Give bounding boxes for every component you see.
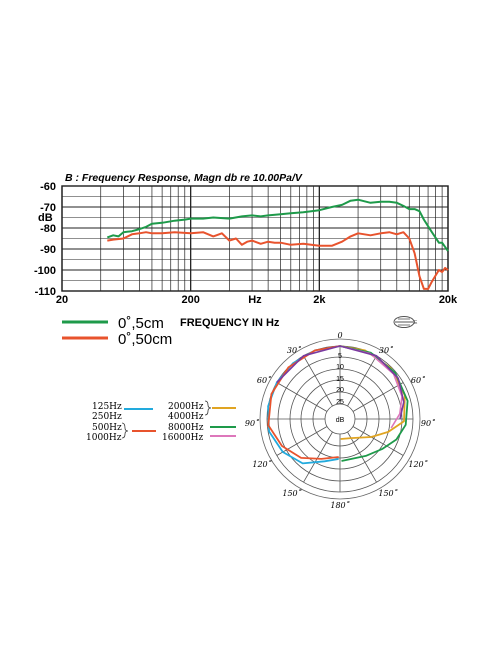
polar-angle-label: 60˚ [257,376,271,385]
legend-250hz: 250Hz [92,412,122,422]
legend-1000hz: 1000Hz [86,433,122,443]
polar-angle-label: 60˚ [411,376,425,385]
x-tick-label: 20k [439,294,458,306]
x-axis-title: FREQUENCY IN Hz [180,317,280,329]
polar-spoke [303,355,333,407]
y-tick-label: -70 [40,202,56,214]
polar-spoke [276,426,328,456]
polar-angle-labels: 0 30˚ 30˚ 60˚ 60˚ 90˚ 90˚ 120˚ 120˚ 150˚ 150˚ 180˚ [245,331,435,510]
y-tick-label: -80 [40,223,56,235]
polar-radial-label: 10 [336,364,344,371]
series-line-1 [107,231,449,290]
legend-16000hz: 16000Hz [162,433,203,443]
legend-4000hz: 4000Hz [168,412,204,422]
polar-angle-label: 90˚ [245,419,259,428]
polar-radial-label: dB [336,417,345,424]
polar-angle-label: 120˚ [252,460,271,469]
x-tick-labels: 20 200 Hz 2k 20k [56,294,458,306]
polar-curve-outline [276,345,405,420]
polar-radial-labels: 5 10 15 20 25 dB [336,353,345,424]
polar-outer-arc [259,418,421,500]
polar-angle-label: 150˚ [282,489,301,498]
y-tick-label: -90 [40,244,56,256]
polar-angle-label: 90˚ [421,419,435,428]
polar-angle-label: 30˚ [287,346,301,355]
polar-spoke [276,382,328,412]
polar-radial-label: 20 [336,387,344,394]
polar-spoke [347,355,377,407]
polar-radial-label: 5 [338,353,342,360]
frequency-series [106,198,449,290]
polar-curves [267,345,409,465]
polar-angle-label: 150˚ [378,489,397,498]
legend-125hz: 125Hz [92,402,122,412]
polar-angle-label: 180˚ [330,501,349,510]
y-axis-label: dB [38,212,53,224]
legend-500hz: 500Hz [92,423,122,433]
legend-brace-left [121,422,129,439]
brand-logo: E [393,316,418,328]
y-tick-label: -110 [35,286,56,298]
polar-radial-label: 25 [336,399,344,406]
svg-text:E: E [414,320,418,326]
polar-angle-label: 120˚ [408,460,427,469]
x-tick-label: 2k [313,294,326,306]
legend-8000hz: 8000Hz [168,423,204,433]
chart-title: B : Frequency Response, Magn db re 10.00… [65,172,303,184]
polar-radial-label: 15 [336,376,344,383]
y-tick-label: -60 [40,181,56,193]
polar-grid [259,338,421,500]
x-tick-label: 200 [181,294,199,306]
polar-spoke [352,426,404,456]
polar-spoke [303,431,333,483]
series-line-0 [106,198,449,252]
y-tick-label: -100 [34,265,56,277]
polar-legend: 125Hz 250Hz 500Hz 1000Hz 2000Hz 4000Hz 8… [86,400,236,443]
legend-label-5cm: 0˚,5cm [118,315,164,332]
legend-label-50cm: 0˚,50cm [118,331,172,348]
polar-outer-arc [259,338,421,420]
legend-brace-right [204,400,212,416]
polar-curve-2000-4000 [339,345,406,440]
x-tick-label: 20 [56,294,68,306]
y-tick-labels: -60 -70 -80 -90 -100 -110 [34,181,56,298]
polar-angle-label: 30˚ [379,346,393,355]
polar-curve-500-1000 [267,345,341,460]
polar-spoke [352,382,404,412]
polar-angle-label: 0 [337,331,342,340]
x-tick-label: Hz [248,294,262,306]
legend-2000hz: 2000Hz [168,402,204,412]
